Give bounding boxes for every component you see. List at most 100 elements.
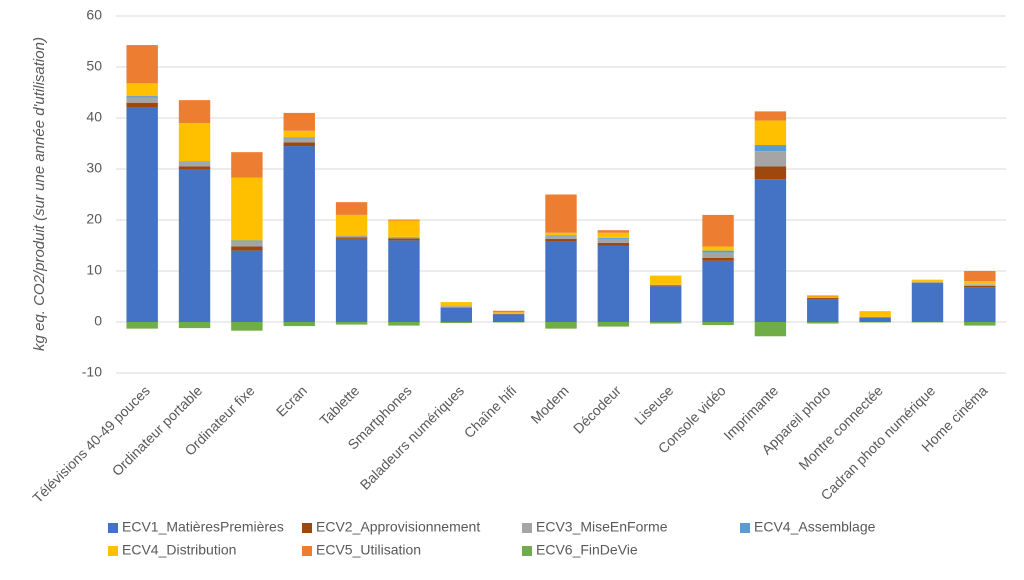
y-tick-label: 0: [94, 313, 102, 329]
bar-segment: [178, 100, 211, 124]
bar-segment: [231, 241, 263, 247]
bar-segment: [231, 246, 263, 251]
bar-segment: [335, 235, 368, 238]
bar-segment: [492, 312, 525, 314]
bar-segment: [283, 142, 315, 147]
bar-segment: [178, 322, 211, 329]
bar-segment: [859, 322, 891, 323]
bar-segment: [859, 311, 891, 317]
bar-segment: [964, 284, 996, 285]
bar-segment: [650, 284, 682, 286]
bar-segment: [597, 242, 630, 246]
legend-label: ECV1_MatièresPremières: [122, 519, 284, 535]
bar-segment: [283, 112, 315, 131]
bar-segment: [492, 313, 525, 314]
bar-segment: [807, 298, 839, 300]
bar-segment: [545, 241, 577, 322]
legend-label: ECV4_Assemblage: [754, 519, 876, 535]
bar-segment: [754, 179, 787, 322]
bar-segment: [126, 83, 158, 97]
bar-segment: [283, 138, 315, 143]
bar-segment: [754, 166, 787, 180]
legend-swatch: [108, 523, 118, 533]
y-tick-label: 20: [86, 211, 102, 227]
bar-segment: [597, 237, 630, 239]
bar-segment: [754, 151, 787, 167]
y-tick-label: 50: [86, 58, 102, 74]
bar-segment: [126, 322, 158, 329]
bar-segment: [964, 284, 996, 286]
bar-segment: [754, 322, 787, 337]
x-tick-label: Ordinateur portable: [109, 382, 206, 479]
bar-segment: [440, 322, 472, 324]
legend-swatch: [302, 523, 312, 533]
bar-segment: [650, 286, 682, 322]
bar-segment: [440, 307, 472, 308]
bar-segment: [178, 166, 211, 169]
legend-swatch: [740, 523, 750, 533]
bar-segment: [335, 235, 368, 236]
bar-segment: [545, 235, 577, 237]
bar-segment: [492, 310, 525, 313]
legend-label: ECV3_MiseEnForme: [536, 519, 668, 535]
y-tick-label: 40: [86, 109, 102, 125]
bar-segment: [492, 314, 525, 322]
bar-segment: [492, 313, 525, 315]
bar-segment: [545, 238, 577, 242]
x-tick-label: Chaîne hifi: [461, 382, 520, 441]
bar-segment: [178, 162, 211, 167]
bar-segment: [335, 238, 368, 322]
bar-segment: [231, 152, 263, 178]
bar-segment: [440, 302, 472, 307]
bar-segment: [440, 306, 472, 308]
legend-label: ECV6_FinDeVie: [536, 542, 638, 558]
bar-segment: [911, 282, 944, 284]
bar-segment: [388, 238, 420, 241]
bar-segment: [597, 238, 630, 243]
legend-swatch: [302, 546, 312, 556]
bar-segment: [650, 322, 682, 324]
x-tick-label: Liseuse: [631, 382, 677, 428]
bar-segment: [388, 240, 420, 322]
bar-segment: [545, 194, 577, 233]
bar-segment: [911, 322, 944, 323]
bar-segment: [231, 322, 263, 331]
bar-segment: [388, 237, 420, 239]
bar-segment: [283, 137, 315, 139]
bar-segment: [807, 299, 839, 322]
bar-segment: [911, 283, 944, 322]
bar-segment: [859, 311, 891, 312]
bar-segment: [807, 297, 839, 299]
bar-segment: [754, 111, 787, 121]
bar-segment: [964, 322, 996, 326]
bar-segment: [283, 322, 315, 327]
legend-swatch: [522, 546, 532, 556]
bar-segment: [492, 322, 525, 323]
bar-segment: [126, 102, 158, 108]
bar-segment: [650, 285, 682, 287]
bar-segment: [545, 232, 577, 236]
bar-segment: [807, 296, 839, 298]
bar-segment: [754, 120, 787, 146]
legend-label: ECV4_Distribution: [122, 542, 236, 558]
y-tick-label: 30: [86, 160, 102, 176]
bar-segment: [231, 177, 263, 241]
x-tick-label: Ecran: [273, 382, 310, 419]
x-tick-label: Modem: [527, 382, 571, 426]
bar-segment: [545, 322, 577, 329]
legend-swatch: [522, 523, 532, 533]
y-tick-label: 60: [86, 7, 102, 23]
bar-segment: [388, 220, 420, 237]
bar-segment: [702, 250, 734, 253]
bar-segment: [388, 236, 420, 238]
bar-segment: [126, 96, 158, 98]
bar-segment: [702, 246, 734, 251]
bar-segment: [545, 236, 577, 239]
bar-segment: [964, 285, 996, 288]
bar-segment: [859, 317, 891, 318]
bar-segment: [650, 275, 682, 285]
bar-segment: [335, 237, 368, 239]
bar-segment: [335, 202, 368, 215]
bar-segment: [283, 146, 315, 322]
legend-label: ECV2_Approvisionnement: [316, 519, 480, 535]
